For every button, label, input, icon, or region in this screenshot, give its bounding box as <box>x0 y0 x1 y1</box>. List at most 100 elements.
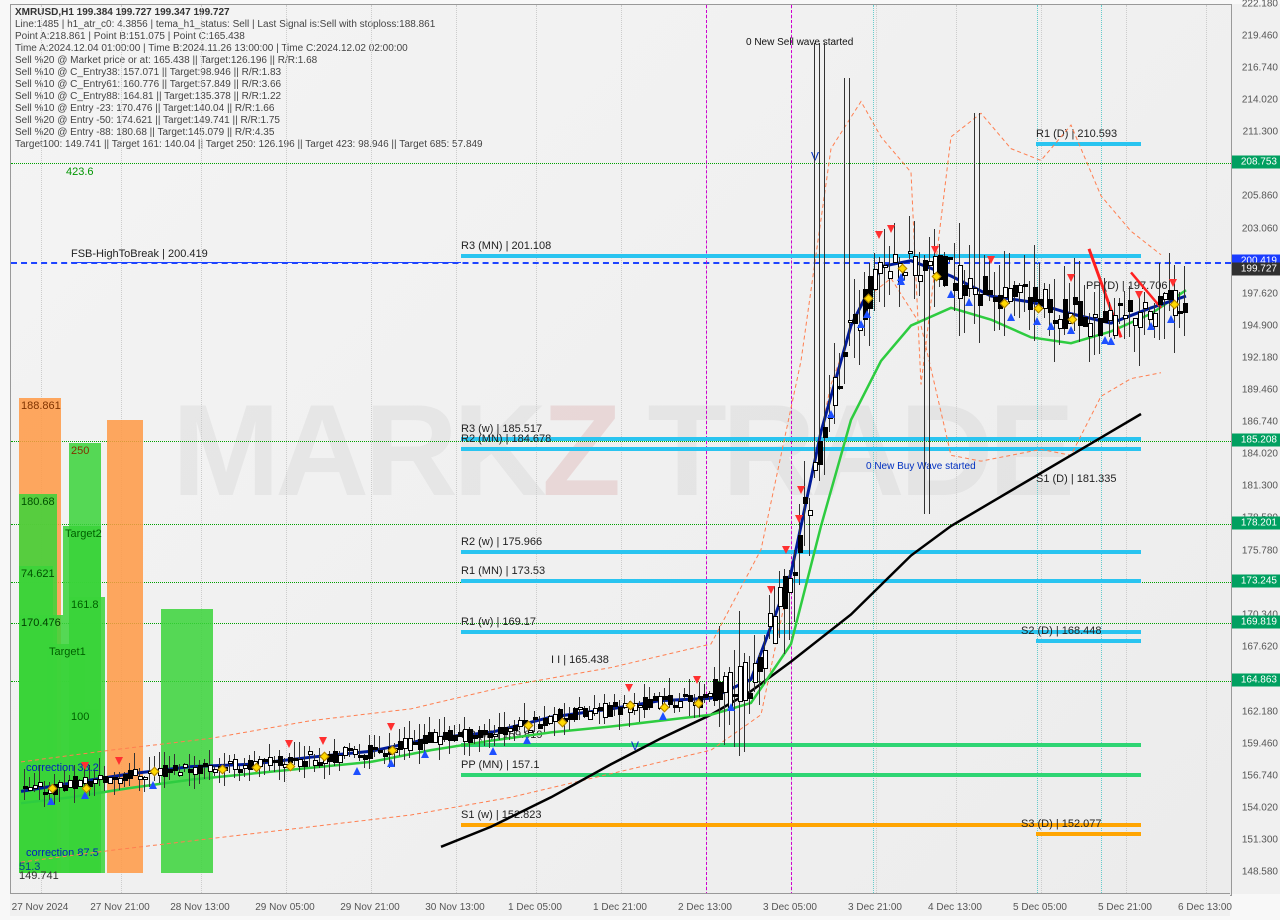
y-tick-label: 216.740 <box>1242 63 1278 74</box>
y-tick-label: 156.740 <box>1242 770 1278 781</box>
info-line: Sell %10 @ Entry -23: 170.476 || Target:… <box>15 103 274 114</box>
chart-annotation: 0 New Sell wave started <box>746 37 853 48</box>
info-line: Target100: 149.741 || Target 161: 140.04… <box>15 139 483 150</box>
pivot-line <box>71 262 461 263</box>
buy-arrow-icon <box>353 767 361 775</box>
y-tick-label: 151.300 <box>1242 834 1278 845</box>
buy-arrow-icon <box>1033 317 1041 325</box>
level-line <box>11 163 1231 164</box>
y-price-marker: 185.208 <box>1232 434 1280 447</box>
pivot-label: R1 (w) | 169.17 <box>461 616 536 630</box>
y-tick-label: 192.180 <box>1242 352 1278 363</box>
y-price-marker: 199.727 <box>1232 262 1280 275</box>
pivot-line <box>461 447 1141 451</box>
buy-arrow-icon <box>1107 337 1115 345</box>
y-price-marker: 208.753 <box>1232 156 1280 169</box>
buy-arrow-icon <box>727 703 735 711</box>
sell-arrow-icon <box>931 246 939 254</box>
chart-annotation: 0 New Buy Wave started <box>866 461 976 472</box>
pivot-line <box>461 743 1141 747</box>
price-chart-plot[interactable]: MARKZ TRADE XMRUSD,H1 199.384 199.727 19… <box>10 4 1232 896</box>
entry-bar-label: Target1 <box>49 646 86 658</box>
x-tick-label: 27 Nov 2024 <box>12 902 69 913</box>
pivot-label: S3 (D) | 152.077 <box>1021 818 1102 832</box>
y-tick-label: 175.780 <box>1242 546 1278 557</box>
level-line <box>11 524 1231 525</box>
entry-bar-label: 161.8 <box>71 599 99 611</box>
y-price-marker: 164.863 <box>1232 673 1280 686</box>
svg-text:V: V <box>811 149 819 163</box>
pivot-line <box>461 579 1141 583</box>
buy-arrow-icon <box>1147 322 1155 330</box>
entry-bar-label: 74.621 <box>21 568 55 580</box>
buy-arrow-icon <box>387 759 395 767</box>
info-line: Line:1485 | h1_atr_c0: 4.3856 | tema_h1_… <box>15 19 435 30</box>
pivot-label: S1 (D) | 181.335 <box>1036 473 1117 487</box>
point-c-label: I I | 165.438 <box>551 654 609 668</box>
x-tick-label: 5 Dec 21:00 <box>1098 902 1152 913</box>
x-tick-label: 28 Nov 13:00 <box>170 902 230 913</box>
info-line: Time A:2024.12.04 01:00:00 | Time B:2024… <box>15 43 408 54</box>
pivot-label: FSB-HighToBreak | 200.419 <box>71 248 208 262</box>
sell-arrow-icon <box>887 225 895 233</box>
sell-arrow-icon <box>767 586 775 594</box>
buy-arrow-icon <box>965 298 973 306</box>
y-tick-label: 148.580 <box>1242 867 1278 878</box>
y-tick-label: 186.740 <box>1242 416 1278 427</box>
x-tick-label: 29 Nov 05:00 <box>255 902 315 913</box>
entry-bar-label: 100 <box>71 711 89 723</box>
buy-arrow-icon <box>857 320 865 328</box>
pivot-line <box>1036 832 1141 836</box>
info-line: Sell %20 @ Entry -88: 180.68 || Target:1… <box>15 127 274 138</box>
pivot-line <box>1036 142 1141 146</box>
y-tick-label: 167.620 <box>1242 642 1278 653</box>
entry-bar-label: 250 <box>71 445 89 457</box>
y-tick-label: 205.860 <box>1242 191 1278 202</box>
y-tick-label: 197.620 <box>1242 288 1278 299</box>
pivot-label: R1 (D) | 210.593 <box>1036 128 1117 142</box>
pivot-label: R2 (w) | 175.966 <box>461 536 542 550</box>
pivot-label: R1 (MN) | 173.53 <box>461 565 545 579</box>
x-tick-label: 1 Dec 05:00 <box>508 902 562 913</box>
info-line: Sell %10 @ C_Entry88: 164.81 || Target:1… <box>15 91 281 102</box>
symbol-header: XMRUSD,H1 199.384 199.727 199.347 199.72… <box>15 7 230 18</box>
pivot-label: S1 (w) | 152.823 <box>461 809 542 823</box>
info-line: Sell %20 @ Market price or at: 165.438 |… <box>15 55 317 66</box>
buy-arrow-icon <box>149 781 157 789</box>
sell-arrow-icon <box>693 676 701 684</box>
y-axis: 222.180219.460216.740214.020211.300208.5… <box>1231 4 1280 894</box>
x-tick-label: 27 Nov 21:00 <box>90 902 150 913</box>
sell-arrow-icon <box>1135 291 1143 299</box>
x-axis: 27 Nov 2024 27 Nov 21:00 28 Nov 13:00 29 No… <box>10 893 1230 916</box>
entry-bar-label: 180.68 <box>21 496 55 508</box>
pivot-label: PP (MN) | 157.1 <box>461 759 539 773</box>
entry-bar-label: Target2 <box>65 528 102 540</box>
sell-arrow-icon <box>319 737 327 745</box>
y-tick-label: 194.900 <box>1242 320 1278 331</box>
sell-arrow-icon <box>782 546 790 554</box>
x-tick-label: 3 Dec 21:00 <box>848 902 902 913</box>
side-label: correction 87.5 <box>26 847 99 859</box>
y-tick-label: 211.300 <box>1243 127 1278 138</box>
pivot-label: R3 (MN) | 201.108 <box>461 240 551 254</box>
y-tick-label: 189.460 <box>1242 384 1278 395</box>
info-line: Sell %20 @ Entry -50: 174.621 || Target:… <box>15 115 280 126</box>
pivot-line <box>461 254 1141 258</box>
pivot-line <box>461 437 1141 441</box>
y-price-marker: 178.201 <box>1232 516 1280 529</box>
y-tick-label: 203.060 <box>1242 224 1278 235</box>
pivot-label: R2 (MN) | 184.678 <box>461 433 551 447</box>
buy-arrow-icon <box>1067 326 1075 334</box>
y-tick-label: 214.020 <box>1242 95 1278 106</box>
info-line: Sell %10 @ C_Entry38: 157.071 || Target:… <box>15 67 281 78</box>
sell-arrow-icon <box>285 740 293 748</box>
x-tick-label: 1 Dec 21:00 <box>593 902 647 913</box>
y-price-marker: 169.819 <box>1232 615 1280 628</box>
buy-arrow-icon <box>1047 322 1055 330</box>
sell-arrow-icon <box>875 231 883 239</box>
y-tick-label: 159.460 <box>1242 738 1278 749</box>
buy-arrow-icon <box>1167 315 1175 323</box>
sell-arrow-icon <box>387 723 395 731</box>
y-tick-label: 181.300 <box>1242 481 1278 492</box>
y-tick-label: 219.460 <box>1242 31 1278 42</box>
